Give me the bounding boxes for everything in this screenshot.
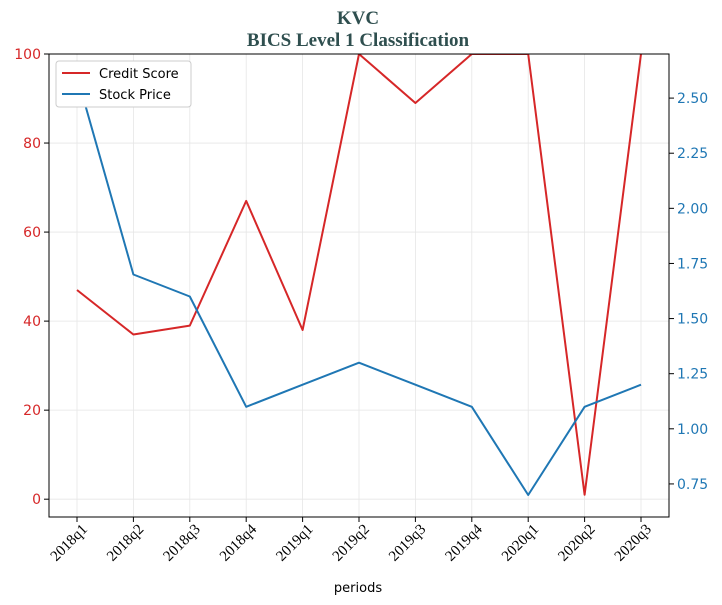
right-tick-label: 1.00 xyxy=(677,422,708,438)
x-tick-label: 2018q1 xyxy=(48,522,91,565)
right-tick-label: 1.50 xyxy=(677,312,708,328)
series-line-credit-score xyxy=(76,54,642,496)
left-tick-label: 100 xyxy=(14,47,41,63)
x-tick-label: 2020q2 xyxy=(555,522,598,565)
chart-title: KVC xyxy=(337,8,379,29)
right-tick-label: 1.75 xyxy=(677,256,708,272)
legend-label-stock-price: Stock Price xyxy=(99,88,171,103)
left-tick-label: 60 xyxy=(23,225,41,241)
legend-label-credit-score: Credit Score xyxy=(99,67,179,82)
x-tick-label: 2020q1 xyxy=(499,522,542,565)
x-tick-label: 2019q2 xyxy=(330,522,373,565)
x-tick-label: 2018q4 xyxy=(217,521,260,564)
left-tick-label: 80 xyxy=(23,136,41,152)
right-tick-label: 0.75 xyxy=(677,477,708,493)
chart-subtitle: BICS Level 1 Classification xyxy=(247,30,470,51)
left-tick-label: 40 xyxy=(23,314,41,330)
x-tick-label: 2018q2 xyxy=(104,522,147,565)
right-tick-label: 2.00 xyxy=(677,201,708,217)
left-tick-label: 20 xyxy=(23,403,41,419)
left-axis: 0 20 40 60 80 100 xyxy=(14,47,49,508)
legend: Credit Score Stock Price xyxy=(55,60,192,108)
plot-series xyxy=(76,54,642,496)
right-tick-label: 1.25 xyxy=(677,367,708,383)
x-tick-label: 2018q3 xyxy=(161,522,204,565)
x-tick-label: 2019q3 xyxy=(386,522,429,565)
x-tick-label: 2019q4 xyxy=(443,521,486,564)
x-axis-label: periods xyxy=(334,581,382,596)
x-tick-label: 2020q3 xyxy=(612,522,655,565)
grid xyxy=(49,53,669,517)
right-tick-label: 2.25 xyxy=(677,146,708,162)
right-axis: 0.75 1.00 1.25 1.50 1.75 2.00 2.25 2.50 xyxy=(669,91,708,493)
x-axis: 2018q1 2018q2 2018q3 2018q4 2019q1 2019q2 2019… xyxy=(48,517,655,565)
series-line-stock-price xyxy=(76,75,642,496)
right-tick-label: 2.50 xyxy=(677,91,708,107)
x-tick-label: 2019q1 xyxy=(273,522,316,565)
left-tick-label: 0 xyxy=(32,492,41,508)
